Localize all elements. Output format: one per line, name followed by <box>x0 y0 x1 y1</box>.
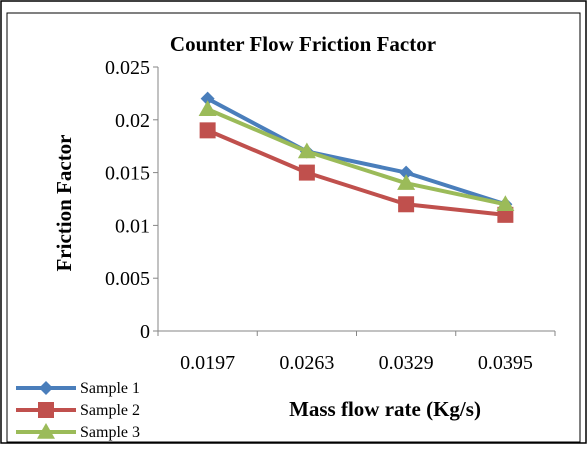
plot-area-border <box>6 12 581 443</box>
data-point <box>200 91 215 106</box>
legend-label: Sample 3 <box>80 424 140 441</box>
y-tick-label: 0.015 <box>105 163 150 185</box>
data-point <box>399 165 414 180</box>
x-tick-label: 0.0263 <box>279 352 334 374</box>
x-tick-label: 0.0329 <box>379 352 434 374</box>
axes <box>153 66 556 336</box>
x-tick-label: 0.0197 <box>180 352 235 374</box>
chart-title: Counter Flow Friction Factor <box>170 32 436 56</box>
series-line <box>206 107 506 207</box>
tick-labels: 0 0.005 0.01 0.015 0.02 0.025 0.0197 0.0263 0.03… <box>105 57 533 374</box>
y-tick-label: 0.02 <box>115 110 150 132</box>
series-line <box>206 96 506 207</box>
series-3 <box>198 100 515 212</box>
y-tick-label: 0.01 <box>115 215 150 237</box>
y-tick-label: 0.005 <box>105 268 150 290</box>
data-point <box>297 142 316 159</box>
y-tick-label: 0 <box>140 321 150 343</box>
data-point <box>397 174 416 190</box>
series-line <box>206 128 506 217</box>
y-axis-title: Friction Factor <box>52 134 76 271</box>
series-2 <box>199 122 514 223</box>
data-point <box>298 164 315 181</box>
legend-entry-2: Sample 2 <box>16 402 140 419</box>
data-point <box>496 195 515 212</box>
legend-marker <box>37 423 55 439</box>
legend: Sample 1 Sample 2 Sample 3 <box>16 380 140 441</box>
data-point <box>198 100 217 116</box>
legend-marker <box>39 381 53 395</box>
legend-entry-3: Sample 3 <box>16 423 140 441</box>
legend-label: Sample 1 <box>80 380 140 397</box>
data-point <box>398 196 415 213</box>
legend-label: Sample 2 <box>80 402 140 419</box>
legend-entry-1: Sample 1 <box>16 380 140 397</box>
series-layer <box>198 91 515 223</box>
x-tick-label: 0.0395 <box>478 352 533 374</box>
data-point <box>199 122 216 139</box>
legend-marker <box>38 402 54 418</box>
y-tick-label: 0.025 <box>105 57 150 79</box>
x-axis-title: Mass flow rate (Kg/s) <box>289 397 481 421</box>
